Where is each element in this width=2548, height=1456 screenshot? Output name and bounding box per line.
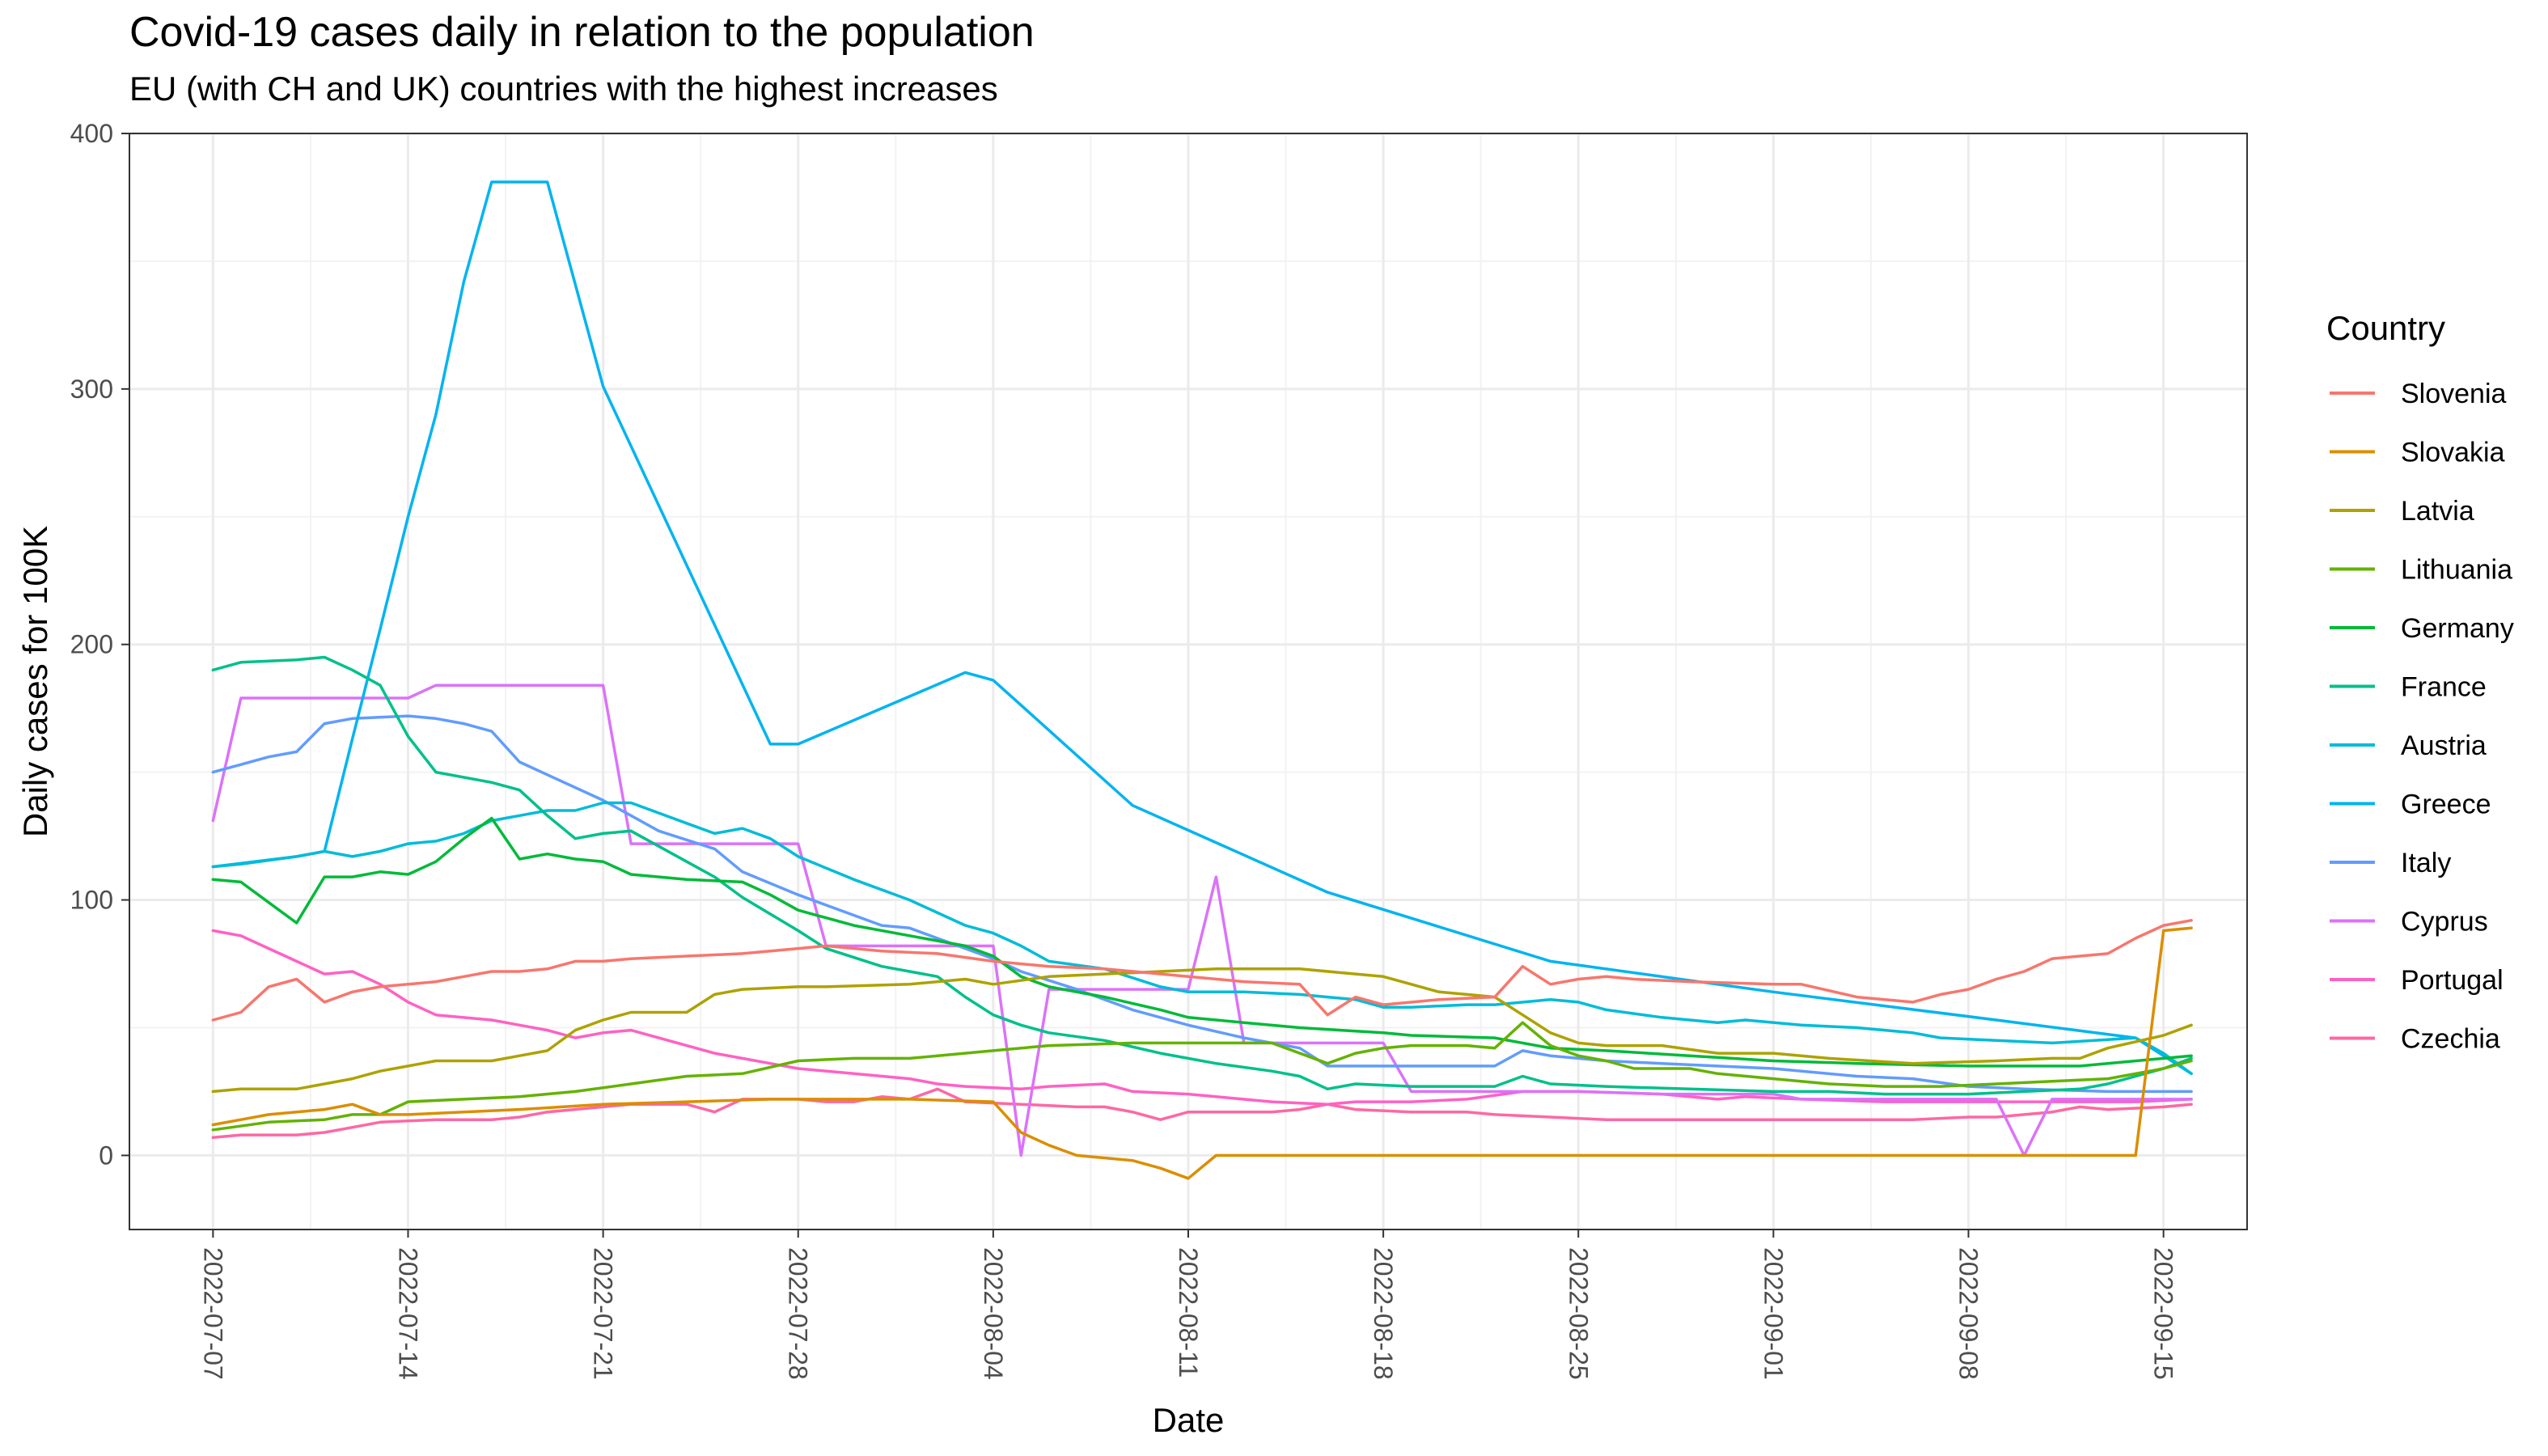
series-line-cyprus xyxy=(211,684,2193,1158)
legend-item-cyprus: Cyprus xyxy=(2330,907,2488,938)
series-line-greece xyxy=(211,180,2193,1076)
legend-label: Latvia xyxy=(2401,496,2474,527)
legend-label: Portugal xyxy=(2401,965,2504,996)
chart-title: Covid-19 cases daily in relation to the … xyxy=(129,9,1035,56)
legend-item-slovakia: Slovakia xyxy=(2330,438,2505,468)
axes: 0 100 200 300 400 2022-07-07 2022-07-14 2022-07… xyxy=(70,119,2178,1380)
legend-title: Country xyxy=(2326,309,2445,347)
legend-item-italy: Italy xyxy=(2330,848,2451,878)
x-tick-label: 2022-07-21 xyxy=(589,1247,618,1380)
y-tick-label: 0 xyxy=(99,1141,113,1170)
legend-item-austria: Austria xyxy=(2330,730,2487,761)
x-tick-label: 2022-08-25 xyxy=(1564,1247,1593,1380)
legend-label: Germany xyxy=(2401,613,2514,644)
x-axis-title: Date xyxy=(1153,1401,1225,1439)
x-tick-label: 2022-07-07 xyxy=(198,1247,227,1380)
x-tick-label: 2022-08-11 xyxy=(1174,1247,1203,1378)
y-tick-label: 300 xyxy=(70,375,113,404)
x-tick-label: 2022-09-15 xyxy=(2149,1247,2178,1380)
legend-label: Slovakia xyxy=(2401,438,2505,468)
legend-label: Slovenia xyxy=(2401,379,2507,409)
y-tick-label: 100 xyxy=(70,886,113,915)
grid xyxy=(129,132,2247,1230)
legend-item-latvia: Latvia xyxy=(2330,496,2474,527)
series-line-czechia xyxy=(211,1087,2193,1140)
series-line-slovenia xyxy=(211,919,2193,1022)
x-tick-label: 2022-08-04 xyxy=(979,1247,1008,1380)
legend-label: Czechia xyxy=(2401,1024,2500,1055)
legend-label: France xyxy=(2401,672,2487,703)
legend-label: Lithuania xyxy=(2401,555,2512,586)
series-lines xyxy=(211,180,2193,1180)
legend: Country Slovenia Slovakia Latvia Lithuania G… xyxy=(2326,309,2514,1055)
legend-item-lithuania: Lithuania xyxy=(2330,555,2512,586)
legend-item-france: France xyxy=(2330,672,2487,703)
legend-item-greece: Greece xyxy=(2330,789,2491,820)
legend-label: Austria xyxy=(2401,730,2487,761)
series-line-lithuania xyxy=(211,1021,2193,1132)
y-tick-label: 200 xyxy=(70,630,113,659)
legend-item-czechia: Czechia xyxy=(2330,1024,2500,1055)
y-tick-label: 400 xyxy=(70,119,113,148)
chart-subtitle: EU (with CH and UK) countries with the h… xyxy=(129,70,998,108)
series-line-slovakia xyxy=(211,926,2193,1180)
series-line-portugal xyxy=(211,929,2193,1106)
y-axis-title: Daily cases for 100K xyxy=(16,526,54,837)
series-line-italy xyxy=(211,714,2193,1094)
x-tick-label: 2022-08-18 xyxy=(1369,1247,1398,1380)
legend-item-germany: Germany xyxy=(2330,613,2514,644)
x-tick-label: 2022-09-08 xyxy=(1954,1247,1983,1380)
legend-label: Greece xyxy=(2401,789,2491,820)
legend-item-slovenia: Slovenia xyxy=(2330,379,2507,409)
x-tick-label: 2022-09-01 xyxy=(1759,1247,1788,1380)
legend-item-portugal: Portugal xyxy=(2330,965,2504,996)
legend-label: Italy xyxy=(2401,848,2451,878)
x-tick-label: 2022-07-14 xyxy=(393,1247,422,1380)
series-line-france xyxy=(211,655,2193,1096)
x-tick-label: 2022-07-28 xyxy=(784,1247,813,1380)
legend-label: Cyprus xyxy=(2401,907,2488,938)
